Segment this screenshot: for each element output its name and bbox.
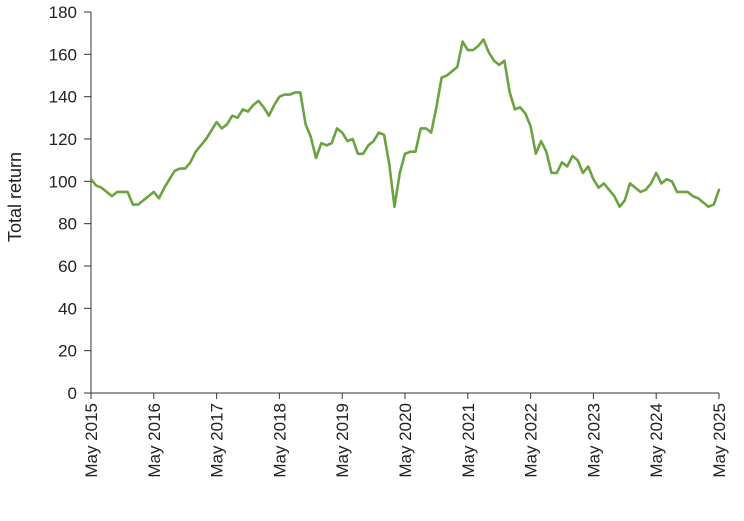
y-tick-label: 40: [58, 299, 77, 318]
x-tick-label: May 2025: [710, 403, 729, 478]
x-tick-label: May 2016: [145, 403, 164, 478]
x-tick-label: May 2017: [208, 403, 227, 478]
y-axis: 0 20 40 60 80 100 120 140 160 180: [49, 3, 92, 403]
x-tick-label: May 2018: [270, 403, 289, 478]
y-tick-label: 20: [58, 342, 77, 361]
x-tick-label: May 2020: [396, 403, 415, 478]
y-tick-label: 60: [58, 257, 77, 276]
y-tick-label: 160: [49, 45, 77, 64]
y-tick-label: 80: [58, 215, 77, 234]
x-tick-label: May 2021: [459, 403, 478, 478]
x-tick-label: May 2019: [333, 403, 352, 478]
y-tick-label: 0: [68, 384, 77, 403]
x-tick-label: May 2023: [584, 403, 603, 478]
x-tick-label: May 2015: [82, 403, 101, 478]
y-axis-title: Total return: [5, 152, 25, 242]
y-tick-label: 180: [49, 3, 77, 22]
y-tick-label: 120: [49, 130, 77, 149]
x-tick-label: May 2022: [522, 403, 541, 478]
series-group: [89, 38, 721, 208]
x-tick-label: May 2024: [647, 403, 666, 478]
total-return-line: [89, 38, 721, 208]
y-tick-label: 100: [49, 172, 77, 191]
x-axis: May 2015 May 2016 May 2017 May 2018 May 2019…: [82, 392, 729, 478]
y-tick-label: 140: [49, 88, 77, 107]
